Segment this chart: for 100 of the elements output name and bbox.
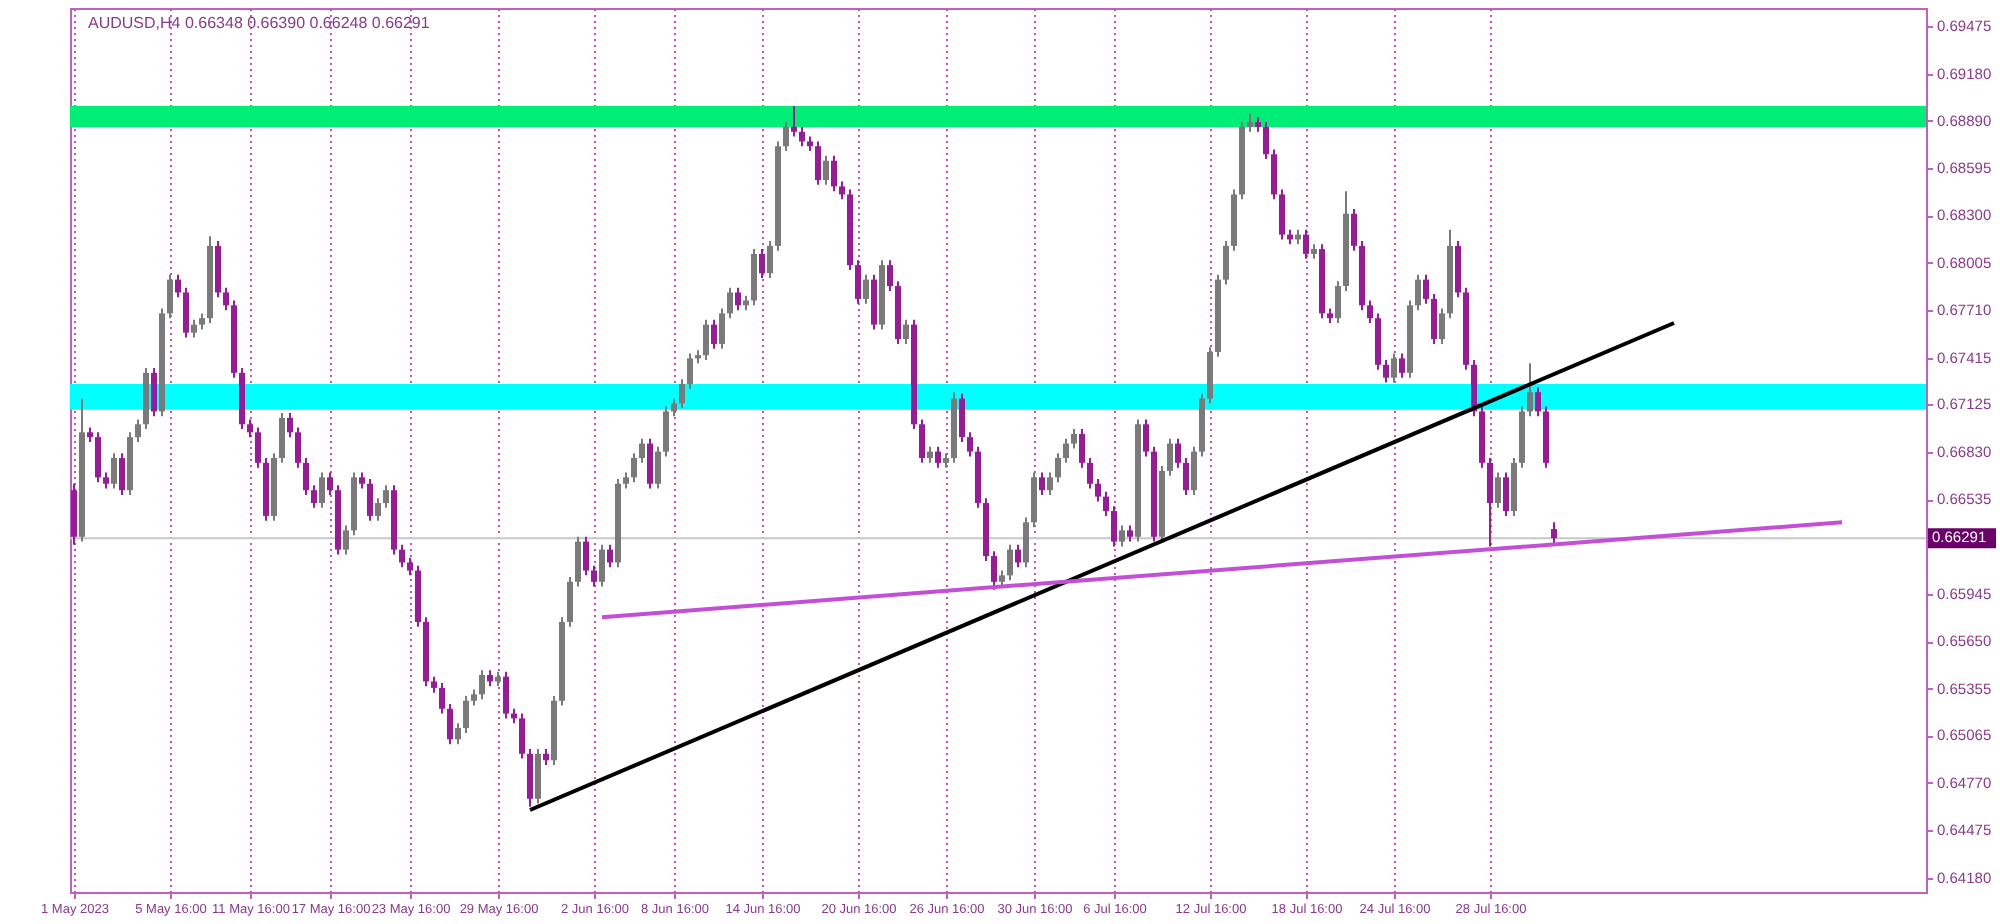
candlestick bbox=[1455, 240, 1461, 299]
candlestick bbox=[1007, 543, 1013, 582]
candlestick bbox=[135, 418, 141, 443]
chart-title: AUDUSD,H4 0.66348 0.66390 0.66248 0.66291 bbox=[88, 14, 431, 32]
candlestick bbox=[1503, 471, 1509, 517]
candlestick bbox=[1055, 452, 1061, 484]
candlestick bbox=[575, 535, 581, 588]
candlestick bbox=[1367, 299, 1373, 325]
candlestick bbox=[1063, 437, 1069, 464]
candlestick bbox=[887, 259, 893, 292]
candlestick bbox=[711, 318, 717, 350]
candlestick bbox=[591, 564, 597, 588]
candlestick bbox=[1039, 471, 1045, 496]
candlestick bbox=[1207, 346, 1213, 405]
candlestick bbox=[295, 426, 301, 469]
candlestick bbox=[1375, 312, 1381, 371]
candlestick bbox=[855, 259, 861, 305]
candlestick bbox=[1223, 240, 1229, 286]
candlestick bbox=[95, 431, 101, 484]
candlestick bbox=[935, 445, 941, 469]
candlestick bbox=[1071, 428, 1077, 450]
candlestick bbox=[151, 367, 157, 418]
candlestick bbox=[1079, 428, 1085, 469]
candlestick bbox=[1351, 207, 1357, 252]
candlestick bbox=[583, 535, 589, 577]
candlestick bbox=[1191, 445, 1197, 496]
candlestick bbox=[919, 418, 925, 464]
candlestick bbox=[1263, 121, 1269, 161]
candlestick bbox=[343, 524, 349, 556]
candlestick bbox=[1183, 457, 1189, 496]
candlestick bbox=[463, 694, 469, 734]
candlestick bbox=[279, 412, 285, 464]
candlestick bbox=[399, 543, 405, 569]
candlestick bbox=[1023, 516, 1029, 569]
candlestick bbox=[815, 140, 821, 186]
candlestick bbox=[319, 471, 325, 509]
candlestick bbox=[727, 286, 733, 320]
candlestick bbox=[303, 457, 309, 496]
candlestick bbox=[175, 273, 181, 299]
candlestick bbox=[1431, 293, 1437, 345]
candlestick bbox=[1487, 457, 1493, 548]
candlestick bbox=[287, 412, 293, 439]
candlestick bbox=[1095, 477, 1101, 503]
candlestick bbox=[863, 273, 869, 305]
candlestick bbox=[367, 477, 373, 522]
candlestick bbox=[655, 445, 661, 490]
candlestick bbox=[183, 286, 189, 339]
candlestick bbox=[71, 482, 77, 546]
candlestick bbox=[223, 286, 229, 312]
candlestick bbox=[767, 240, 773, 280]
candlestick bbox=[663, 405, 669, 458]
candlestick bbox=[255, 426, 261, 469]
candlestick bbox=[1271, 148, 1277, 201]
candlestick bbox=[1415, 273, 1421, 312]
candlestick bbox=[1111, 505, 1117, 548]
candlestick bbox=[831, 154, 837, 193]
candlestick bbox=[1167, 437, 1173, 477]
candlestick bbox=[639, 437, 645, 464]
candlestick bbox=[1423, 273, 1429, 305]
candlestick bbox=[799, 125, 805, 148]
candlestick bbox=[167, 273, 173, 320]
candlestick bbox=[375, 497, 381, 522]
candlestick bbox=[1439, 307, 1445, 345]
candlestick bbox=[1119, 524, 1125, 548]
candlestick bbox=[1535, 386, 1541, 418]
candlestick bbox=[759, 248, 765, 280]
candlestick bbox=[503, 670, 509, 720]
candlestick bbox=[1087, 457, 1093, 490]
candlestick bbox=[679, 378, 685, 410]
candlestick bbox=[735, 286, 741, 312]
candlestick bbox=[791, 105, 797, 138]
candlestick bbox=[703, 318, 709, 361]
candlestick bbox=[823, 154, 829, 186]
candlestick bbox=[647, 437, 653, 490]
candlestick bbox=[1143, 418, 1149, 458]
candlestick bbox=[991, 550, 997, 591]
candlestick bbox=[967, 431, 973, 458]
candlestick bbox=[1399, 352, 1405, 379]
candlestick bbox=[687, 352, 693, 390]
candlestick bbox=[327, 471, 333, 496]
candlestick bbox=[1175, 437, 1181, 469]
candlestick bbox=[527, 747, 533, 808]
candlestick bbox=[1527, 362, 1533, 418]
candlestick bbox=[1103, 490, 1109, 517]
candlestick bbox=[1335, 280, 1341, 325]
candlestick bbox=[1015, 543, 1021, 569]
candlestick bbox=[751, 248, 757, 307]
candlestick bbox=[447, 702, 453, 746]
candlestick bbox=[631, 452, 637, 484]
candlestick bbox=[783, 121, 789, 153]
candlestick bbox=[1031, 471, 1037, 529]
candlestick bbox=[111, 452, 117, 490]
candlestick bbox=[1047, 471, 1053, 496]
candlestick bbox=[567, 575, 573, 628]
candlestick bbox=[959, 392, 965, 443]
candlestick bbox=[215, 240, 221, 299]
candlestick bbox=[535, 747, 541, 805]
candlestick bbox=[439, 682, 445, 715]
candlestick bbox=[719, 307, 725, 350]
candlestick bbox=[519, 712, 525, 760]
